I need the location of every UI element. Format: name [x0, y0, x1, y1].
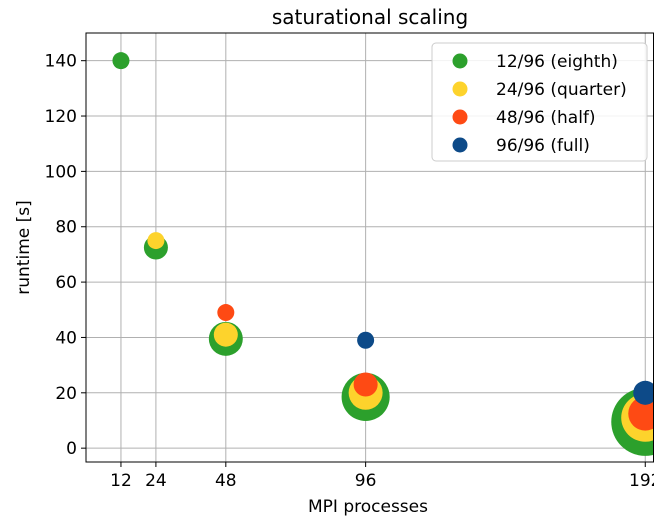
- legend-marker: [452, 53, 468, 69]
- legend-box: [431, 42, 648, 162]
- data-points: [112, 52, 654, 456]
- y-tick-label: 140: [45, 52, 77, 72]
- x-axis-label: MPI processes: [308, 497, 428, 517]
- x-tick-label: 96: [355, 471, 377, 491]
- x-tick-label: 192: [629, 471, 654, 491]
- data-point-series-3: [628, 396, 654, 431]
- data-point-series-2: [147, 232, 165, 250]
- x-tick-label: 24: [145, 471, 167, 491]
- x-tick-label: 48: [215, 471, 237, 491]
- y-tick-label: 80: [55, 218, 77, 238]
- y-tick-label: 100: [45, 162, 77, 182]
- data-point-series-3: [353, 372, 378, 397]
- legend-marker: [452, 137, 468, 153]
- data-point-series-1: [112, 52, 130, 70]
- data-point-series-4: [633, 380, 654, 405]
- chart-title: saturational scaling: [272, 5, 468, 29]
- legend-marker: [452, 81, 468, 97]
- data-point-series-3: [217, 304, 235, 322]
- legend-label: 12/96 (eighth): [496, 52, 618, 72]
- legend-label: 96/96 (full): [496, 136, 590, 156]
- y-tick-label: 40: [55, 328, 77, 348]
- y-tick-label: 60: [55, 273, 77, 293]
- y-tick-label: 20: [55, 384, 77, 404]
- y-axis-ticks: 0 20 40 60 80 100 120 140: [45, 52, 86, 459]
- x-axis-ticks: 12 24 48 96 192: [110, 462, 654, 491]
- x-tick-label: 12: [110, 471, 132, 491]
- legend-label: 24/96 (quarter): [496, 80, 627, 100]
- data-point-series-2: [213, 322, 238, 347]
- data-point-series-4: [357, 331, 375, 349]
- legend: 12/96 (eighth) 24/96 (quarter) 48/96 (half…: [431, 42, 648, 162]
- y-tick-label: 120: [45, 107, 77, 127]
- legend-marker: [452, 109, 468, 125]
- y-tick-label: 0: [66, 439, 77, 459]
- legend-label: 48/96 (half): [496, 108, 596, 128]
- y-axis-label: runtime [s]: [14, 200, 34, 294]
